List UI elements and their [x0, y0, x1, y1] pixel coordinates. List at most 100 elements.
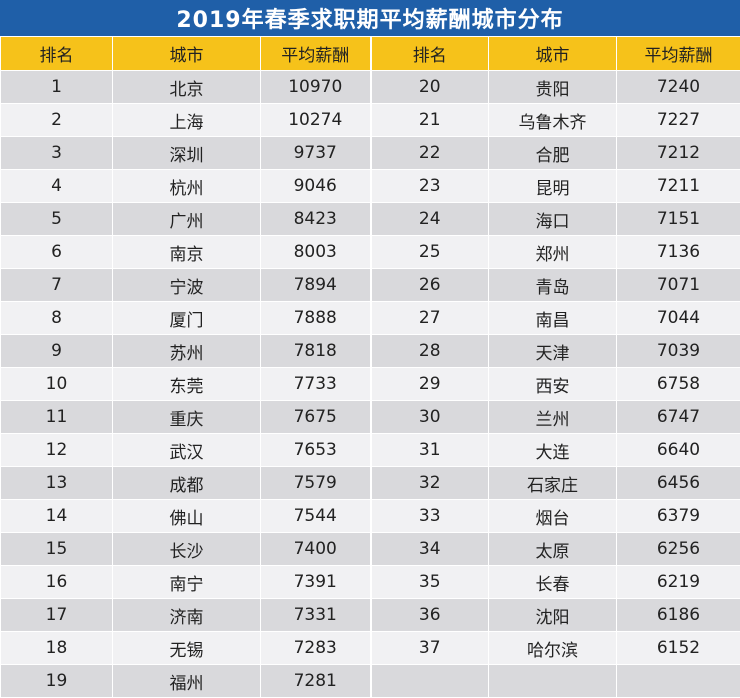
rank-cell: 33 [371, 500, 489, 533]
header-city: 城市 [489, 37, 617, 71]
city-cell: 合肥 [489, 137, 617, 170]
rank-cell: 25 [371, 236, 489, 269]
salary-cell: 7211 [617, 170, 740, 203]
rank-cell: 27 [371, 302, 489, 335]
rank-cell: 26 [371, 269, 489, 302]
salary-cell: 7653 [261, 434, 371, 467]
city-cell: 沈阳 [489, 599, 617, 632]
salary-cell: 6758 [617, 368, 740, 401]
salary-cell: 10274 [261, 104, 371, 137]
rank-cell: 1 [1, 71, 113, 104]
rank-cell: 11 [1, 401, 113, 434]
rank-cell: 13 [1, 467, 113, 500]
salary-cell: 9737 [261, 137, 371, 170]
salary-cell: 7675 [261, 401, 371, 434]
city-cell: 哈尔滨 [489, 632, 617, 665]
salary-cell: 7400 [261, 533, 371, 566]
rank-cell: 12 [1, 434, 113, 467]
salary-cell: 8003 [261, 236, 371, 269]
header-rank: 排名 [371, 37, 489, 71]
city-cell: 南京 [113, 236, 261, 269]
salary-table-graphic: 2019年春季求职期平均薪酬城市分布 排名 城市 平均薪酬 排名 城市 平均薪酬… [0, 0, 740, 614]
city-cell: 乌鲁木齐 [489, 104, 617, 137]
city-cell: 长沙 [113, 533, 261, 566]
salary-cell: 7391 [261, 566, 371, 599]
city-cell: 福州 [113, 665, 261, 698]
city-cell: 大连 [489, 434, 617, 467]
city-cell: 宁波 [113, 269, 261, 302]
salary-cell: 7151 [617, 203, 740, 236]
salary-cell: 7579 [261, 467, 371, 500]
city-cell: 长春 [489, 566, 617, 599]
city-cell: 广州 [113, 203, 261, 236]
salary-cell: 7227 [617, 104, 740, 137]
city-cell [489, 665, 617, 698]
rank-cell: 14 [1, 500, 113, 533]
rank-cell: 24 [371, 203, 489, 236]
city-cell: 南昌 [489, 302, 617, 335]
salary-cell: 9046 [261, 170, 371, 203]
rank-cell: 4 [1, 170, 113, 203]
rank-cell: 36 [371, 599, 489, 632]
header-city: 城市 [113, 37, 261, 71]
salary-cell: 8423 [261, 203, 371, 236]
rank-cell: 22 [371, 137, 489, 170]
rank-cell: 5 [1, 203, 113, 236]
city-cell: 海口 [489, 203, 617, 236]
header-rank: 排名 [1, 37, 113, 71]
salary-cell: 6152 [617, 632, 740, 665]
city-cell: 西安 [489, 368, 617, 401]
salary-cell: 7039 [617, 335, 740, 368]
rank-cell: 10 [1, 368, 113, 401]
city-cell: 郑州 [489, 236, 617, 269]
rank-cell: 29 [371, 368, 489, 401]
salary-cell: 6219 [617, 566, 740, 599]
rank-cell: 7 [1, 269, 113, 302]
rank-cell: 6 [1, 236, 113, 269]
salary-cell [617, 665, 740, 698]
header-salary: 平均薪酬 [617, 37, 740, 71]
city-cell: 石家庄 [489, 467, 617, 500]
city-cell: 深圳 [113, 137, 261, 170]
city-cell: 青岛 [489, 269, 617, 302]
header-salary: 平均薪酬 [261, 37, 371, 71]
city-cell: 太原 [489, 533, 617, 566]
salary-cell: 7212 [617, 137, 740, 170]
rank-cell: 31 [371, 434, 489, 467]
salary-cell: 7818 [261, 335, 371, 368]
city-cell: 东莞 [113, 368, 261, 401]
header-row: 排名 城市 平均薪酬 排名 城市 平均薪酬 [1, 37, 740, 71]
city-cell: 济南 [113, 599, 261, 632]
rank-cell: 18 [1, 632, 113, 665]
city-cell: 重庆 [113, 401, 261, 434]
rank-cell: 2 [1, 104, 113, 137]
rank-cell: 20 [371, 71, 489, 104]
city-cell: 贵阳 [489, 71, 617, 104]
city-cell: 武汉 [113, 434, 261, 467]
page-title: 2019年春季求职期平均薪酬城市分布 [0, 0, 740, 36]
salary-cell: 6186 [617, 599, 740, 632]
rank-cell: 17 [1, 599, 113, 632]
city-cell: 兰州 [489, 401, 617, 434]
rank-cell: 34 [371, 533, 489, 566]
salary-cell: 7888 [261, 302, 371, 335]
city-cell: 成都 [113, 467, 261, 500]
city-cell: 烟台 [489, 500, 617, 533]
rank-cell: 37 [371, 632, 489, 665]
rank-cell: 9 [1, 335, 113, 368]
rank-cell: 32 [371, 467, 489, 500]
salary-cell: 7544 [261, 500, 371, 533]
rank-cell: 16 [1, 566, 113, 599]
